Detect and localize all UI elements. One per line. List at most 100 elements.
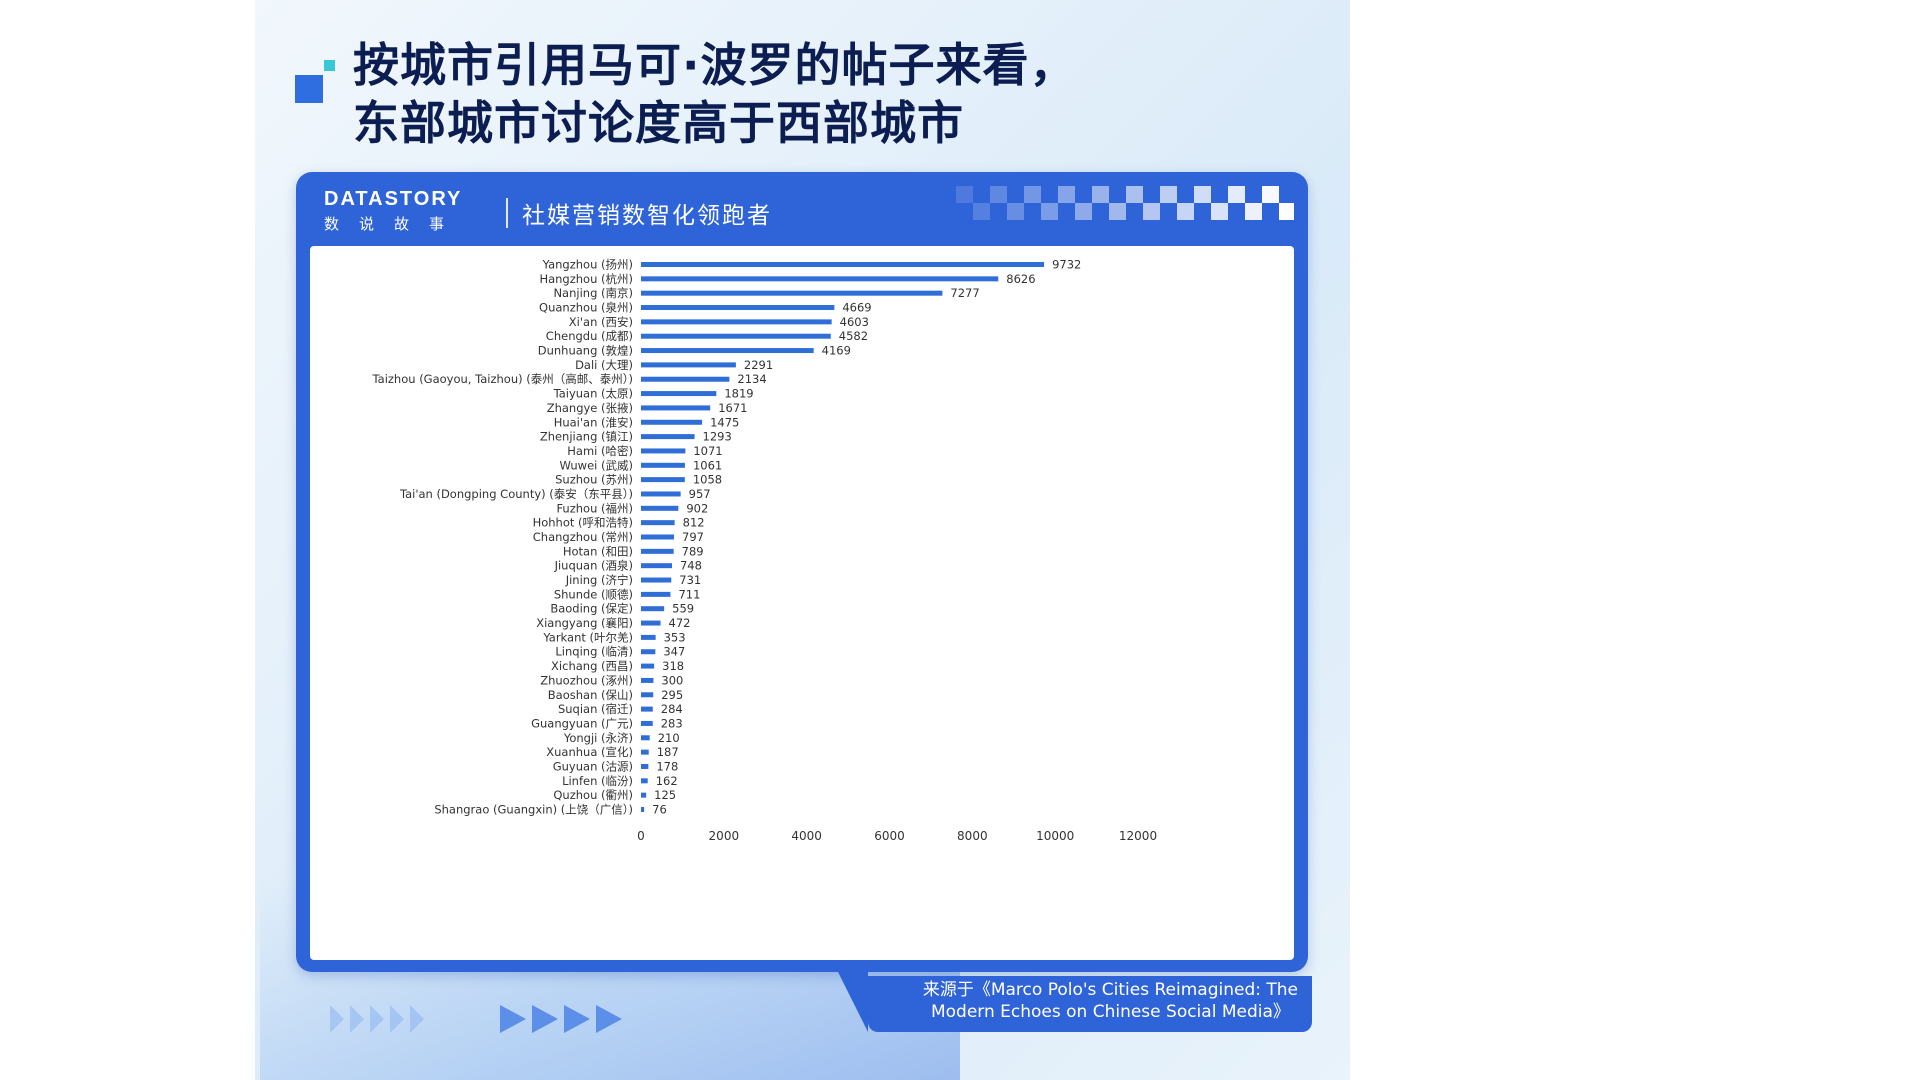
brand-logo: DATASTORY 数说故事: [324, 188, 464, 234]
x-tick-label: 2000: [709, 829, 740, 843]
category-label: Tai'an (Dongping County) (泰安（东平县）): [399, 487, 633, 501]
bar: [641, 763, 649, 769]
bar: [641, 434, 695, 440]
data-label: 472: [669, 616, 691, 630]
data-label: 748: [680, 559, 702, 573]
checker-cell: [1092, 186, 1109, 203]
data-label: 1293: [703, 430, 732, 444]
bar: [641, 606, 665, 612]
bar: [641, 792, 647, 798]
x-tick-label: 12000: [1119, 829, 1157, 843]
category-label: Jining (济宁): [565, 573, 633, 587]
category-label: Baoshan (保山): [548, 688, 633, 702]
bar: [641, 577, 672, 583]
data-label: 4669: [842, 301, 871, 315]
category-label: Linqing (临清): [555, 645, 633, 659]
category-label: Hami (哈密): [567, 444, 633, 458]
data-label: 1058: [693, 473, 722, 487]
category-label: Baoding (保定): [550, 602, 633, 616]
checker-cell: [1126, 186, 1143, 203]
bar: [641, 348, 814, 354]
bar: [641, 720, 653, 726]
category-label: Guyuan (沽源): [553, 759, 633, 773]
bar: [641, 262, 1045, 267]
data-label: 731: [679, 573, 701, 587]
data-label: 353: [664, 630, 686, 644]
data-label: 76: [652, 803, 667, 817]
category-label: Quanzhou (泉州): [539, 301, 633, 315]
bar: [641, 520, 675, 526]
checker-cell: [1058, 186, 1075, 203]
bar: [641, 419, 703, 425]
category-label: Zhangye (张掖): [547, 401, 633, 415]
data-label: 812: [683, 516, 705, 530]
category-label: Yarkant (叶尔羌): [542, 630, 633, 644]
bar: [641, 477, 685, 483]
checker-cell: [956, 186, 973, 203]
bar: [641, 548, 674, 554]
data-label: 347: [663, 645, 685, 659]
category-label: Guangyuan (广元): [531, 716, 633, 730]
category-label: Chengdu (成都): [546, 329, 633, 343]
category-label: Dunhuang (敦煌): [538, 344, 633, 358]
category-label: Zhenjiang (镇江): [540, 430, 633, 444]
brand-subtitle: 数说故事: [324, 215, 465, 233]
category-label: Taiyuan (太原): [553, 387, 633, 401]
checker-cell: [1279, 203, 1294, 220]
x-tick-label: 10000: [1036, 829, 1074, 843]
page-title: 按城市引用马可·波罗的帖子来看， 东部城市讨论度高于西部城市: [353, 36, 1076, 152]
checker-pattern-decoration: [956, 186, 1294, 220]
checker-cell: [1194, 186, 1211, 203]
data-label: 1071: [693, 444, 722, 458]
category-label: Hotan (和田): [563, 544, 633, 558]
checker-cell: [1109, 203, 1126, 220]
bar: [641, 563, 672, 569]
checker-cell: [1041, 203, 1058, 220]
category-label: Huai'an (淮安): [554, 415, 633, 429]
checker-cell: [1211, 203, 1228, 220]
data-label: 711: [678, 587, 700, 601]
bar: [641, 376, 730, 382]
bar: [641, 319, 832, 325]
checker-cell: [990, 186, 1007, 203]
category-label: Xichang (西昌): [551, 659, 633, 673]
brand-slogan: 社媒营销数智化领跑者: [522, 203, 772, 229]
category-label: Xuanhua (宣化): [546, 745, 633, 759]
data-label: 789: [682, 544, 704, 558]
title-square-icon: [295, 60, 335, 105]
data-label: 300: [661, 673, 683, 687]
page-title-line1: 按城市引用马可·波罗的帖子来看，: [353, 38, 1077, 92]
data-label: 8626: [1006, 272, 1035, 286]
category-label: Jiuquan (酒泉): [554, 559, 633, 573]
data-label: 797: [682, 530, 704, 544]
checker-cell: [1177, 203, 1194, 220]
category-label: Fuzhou (福州): [556, 501, 633, 515]
data-label: 210: [658, 731, 680, 745]
data-label: 1819: [724, 387, 753, 401]
category-label: Suqian (宿迁): [558, 702, 633, 716]
category-label: Hangzhou (杭州): [539, 272, 633, 286]
bar: [641, 807, 645, 812]
checker-cell: [973, 203, 990, 220]
checker-cell: [1160, 186, 1177, 203]
bar: [641, 290, 943, 296]
data-label: 2291: [744, 358, 773, 372]
category-label: Zhuozhou (涿州): [540, 673, 633, 687]
category-label: Shangrao (Guangxin) (上饶（广信）): [434, 803, 633, 817]
bar: [641, 333, 831, 339]
bar: [641, 391, 717, 397]
checker-cell: [1228, 186, 1245, 203]
data-label: 284: [661, 702, 683, 716]
data-label: 4603: [840, 315, 869, 329]
category-label: Yongji (永济): [563, 731, 633, 745]
checker-cell: [1024, 186, 1041, 203]
data-label: 559: [672, 602, 694, 616]
x-tick-label: 0: [637, 829, 645, 843]
bar: [641, 620, 661, 626]
category-label: Changzhou (常州): [533, 530, 633, 544]
bar: [641, 405, 711, 411]
bar: [641, 305, 835, 311]
data-label: 295: [661, 688, 683, 702]
checker-cell: [1007, 203, 1024, 220]
data-label: 1475: [710, 415, 739, 429]
